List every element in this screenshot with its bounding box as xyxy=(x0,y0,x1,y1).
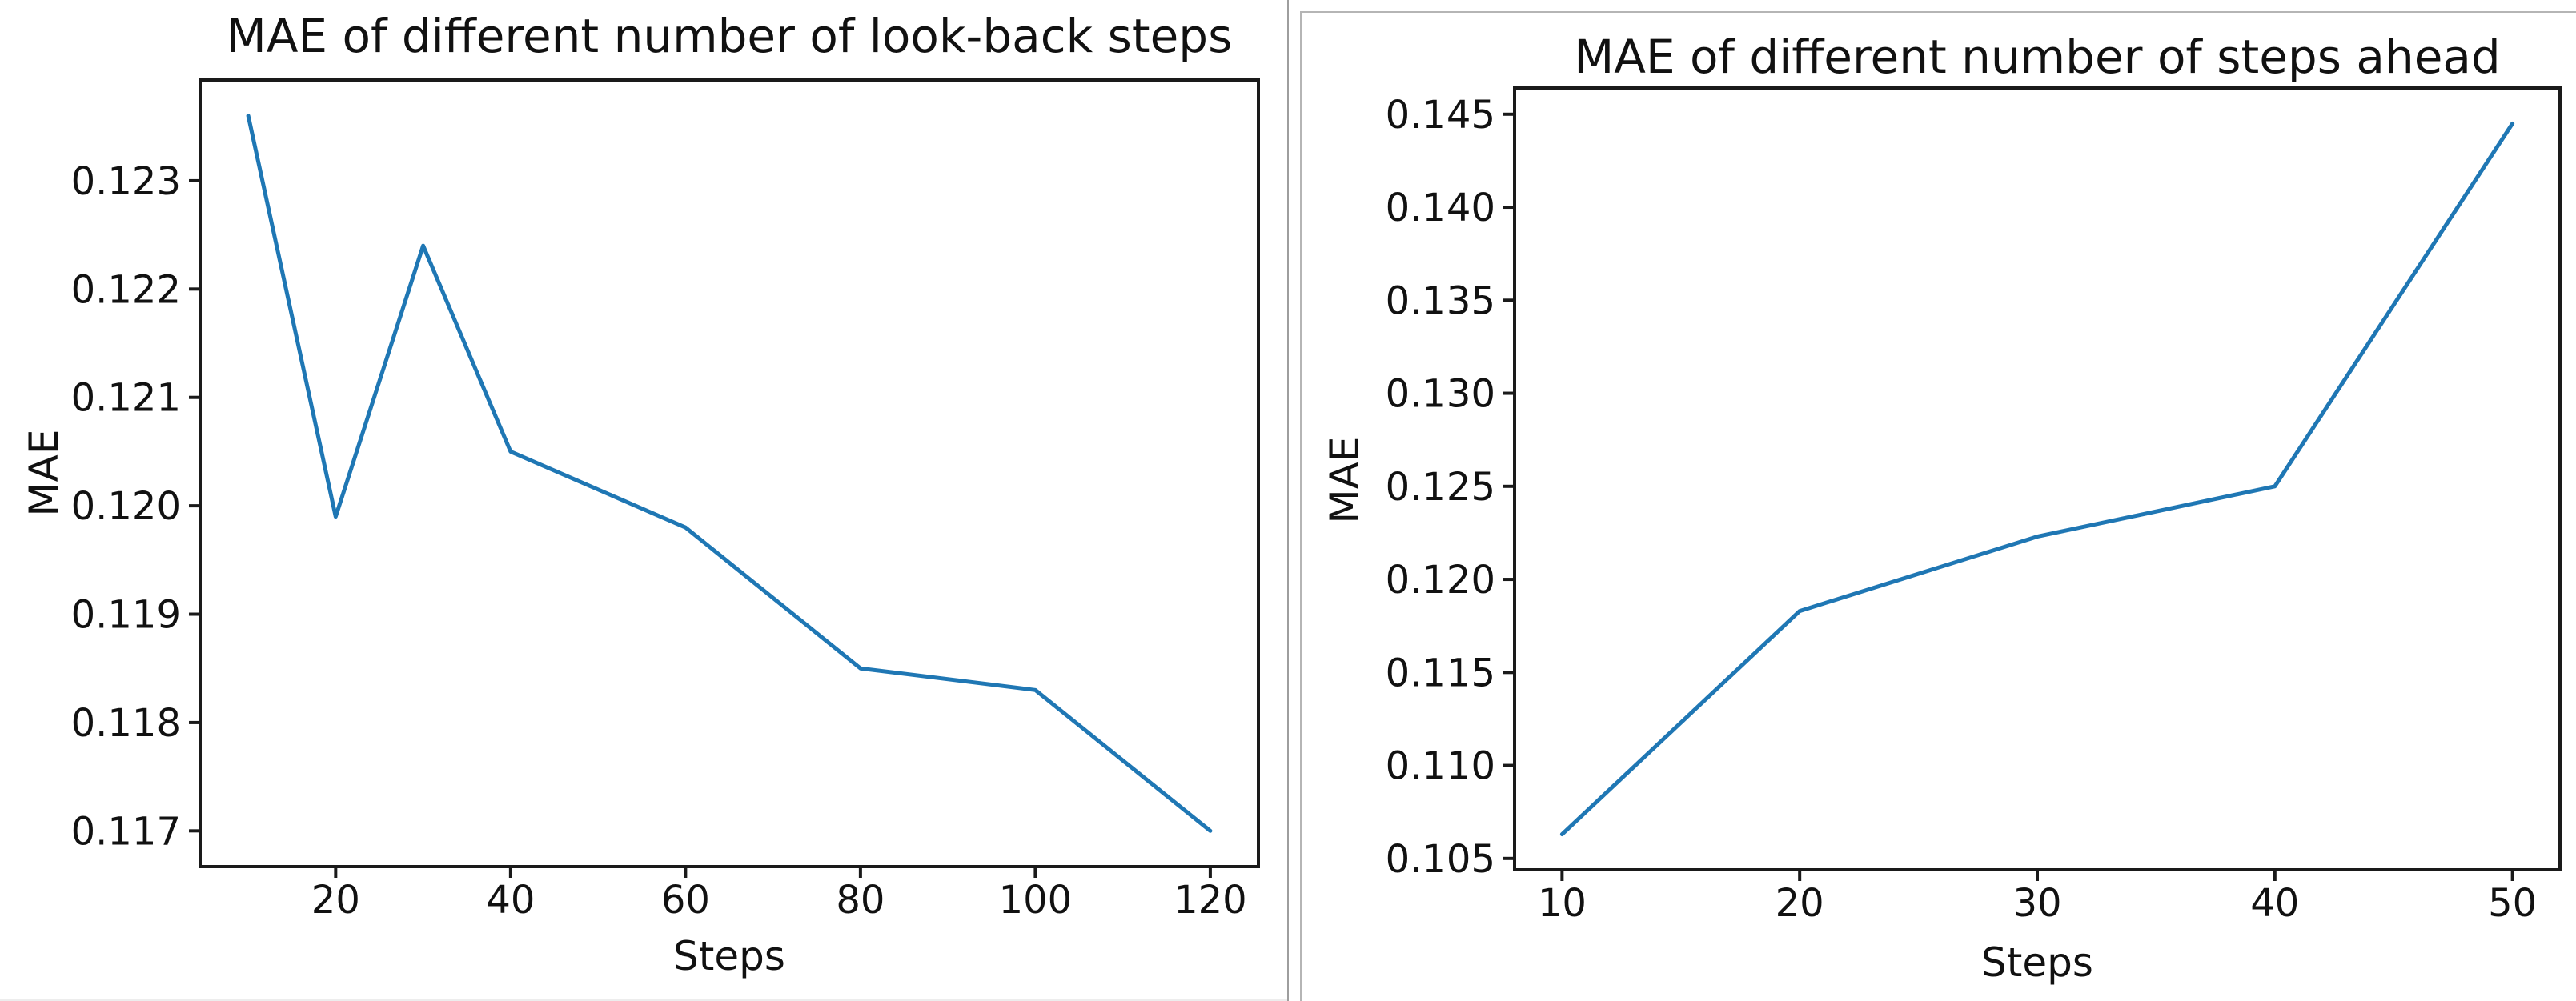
x-axis-label: Steps xyxy=(673,933,785,979)
y-tick-label: 0.120 xyxy=(1386,558,1495,603)
x-tick-label: 100 xyxy=(999,878,1073,923)
x-tick-label: 40 xyxy=(2250,881,2299,926)
data-line xyxy=(246,114,1213,833)
chart-title: MAE of different number of steps ahead xyxy=(1574,30,2501,84)
x-tick-label: 30 xyxy=(2012,881,2061,926)
y-tick-label: 0.121 xyxy=(71,376,181,421)
y-tick-label: 0.118 xyxy=(71,701,181,746)
y-tick-label: 0.145 xyxy=(1386,93,1495,138)
y-tick-label: 0.140 xyxy=(1386,186,1495,230)
plot-border xyxy=(199,78,1260,868)
y-tick-label: 0.122 xyxy=(71,267,181,312)
x-tick-label: 60 xyxy=(661,878,710,923)
x-tick-label: 50 xyxy=(2488,881,2537,926)
y-tick-label: 0.115 xyxy=(1386,651,1495,695)
y-tick-label: 0.119 xyxy=(71,593,181,638)
data-line xyxy=(1559,121,2515,837)
x-tick-label: 80 xyxy=(836,878,885,923)
y-tick-label: 0.117 xyxy=(71,809,181,854)
plot-border xyxy=(1513,86,2562,871)
y-tick-label: 0.130 xyxy=(1386,372,1495,417)
x-tick-label: 40 xyxy=(486,878,535,923)
steps-ahead-line-plot: 10 20 30 40 50 0.105 0.110 0.115 0.120 0.125 0.130… xyxy=(1386,86,2562,926)
y-tick-label: 0.105 xyxy=(1386,837,1495,882)
y-tick-label: 0.135 xyxy=(1386,278,1495,323)
lookback-figure: MAE of different number of look-back ste… xyxy=(0,0,1287,1001)
lookback-line-plot: 20 40 60 80 100 120 0.117 0.118 0.119 0.120 0.121 0… xyxy=(71,78,1260,923)
y-tick-label: 0.110 xyxy=(1386,744,1495,789)
steps-ahead-figure: MAE of different number of steps ahead M… xyxy=(1300,11,2576,1001)
x-tick-label: 10 xyxy=(1538,881,1587,926)
x-tick-label: 120 xyxy=(1174,878,1247,923)
x-axis-label: Steps xyxy=(1981,939,2093,986)
y-tick-label: 0.123 xyxy=(71,159,181,204)
chart-title: MAE of different number of look-back ste… xyxy=(226,9,1233,63)
y-tick-label: 0.125 xyxy=(1386,465,1495,510)
figure-divider xyxy=(1287,0,1289,1001)
y-tick-label: 0.120 xyxy=(71,484,181,529)
x-tick-label: 20 xyxy=(311,878,360,923)
x-tick-label: 20 xyxy=(1776,881,1824,926)
